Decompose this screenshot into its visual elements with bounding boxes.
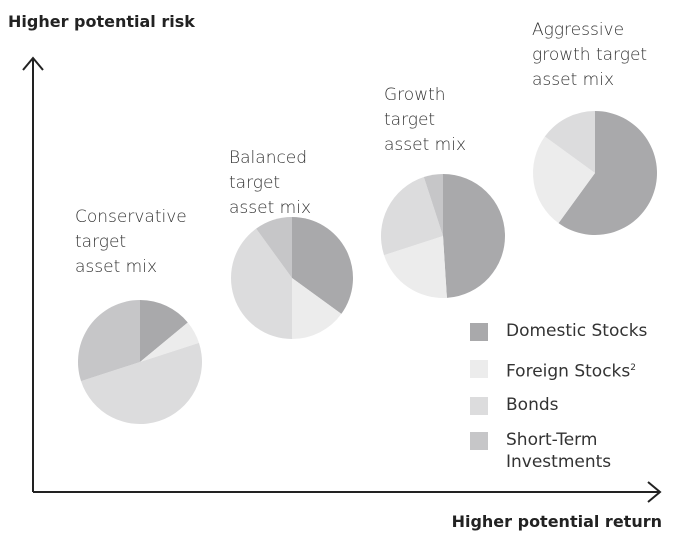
legend-swatch xyxy=(470,323,488,341)
legend-label: Bonds xyxy=(506,395,559,415)
pie-slice xyxy=(381,177,443,256)
legend-item: Foreign Stocks2 xyxy=(470,357,656,383)
pie-title: asset mix xyxy=(229,198,312,218)
pie-title: asset mix xyxy=(75,257,158,277)
pie-slice xyxy=(443,174,505,298)
pie-title: asset mix xyxy=(384,135,467,155)
y-arrow xyxy=(22,56,44,71)
x-axis-label: Higher potential return xyxy=(451,512,662,531)
legend-label: Domestic Stocks xyxy=(506,321,648,341)
footnote-mark: 2 xyxy=(630,363,636,373)
pie-slice xyxy=(423,174,443,236)
legend-swatch xyxy=(470,360,488,378)
pie-title: Aggressive xyxy=(532,20,625,40)
pie-title: Growth xyxy=(384,85,446,105)
pie-slice xyxy=(140,322,199,362)
x-arrow xyxy=(647,481,662,503)
pie-slice xyxy=(256,217,292,278)
pie-slice xyxy=(77,300,140,382)
pie-title: target xyxy=(229,173,281,193)
legend-item: Short-Term Investments xyxy=(470,429,656,473)
pie-slice xyxy=(558,111,657,235)
pie-title: asset mix xyxy=(532,70,615,90)
pie-title: growth target xyxy=(532,45,648,65)
legend-swatch xyxy=(470,432,488,450)
pie-title: target xyxy=(384,110,436,130)
legend-item: Bonds xyxy=(470,394,656,416)
pie-slice xyxy=(140,300,188,362)
pie-slice xyxy=(292,278,342,339)
pie-slice xyxy=(81,342,203,424)
pie-slice xyxy=(544,111,595,173)
y-axis-label: Higher potential risk xyxy=(8,12,195,31)
pie-slice xyxy=(533,136,595,224)
legend-swatch xyxy=(470,397,488,415)
legend-label: Short-Term Investments xyxy=(506,430,612,472)
pie-slice xyxy=(384,236,447,298)
pie-slice xyxy=(231,228,292,339)
pie-title: Balanced xyxy=(229,148,308,168)
pie-slice xyxy=(292,217,353,314)
pie-title: Conservative xyxy=(75,207,187,227)
legend-item: Domestic Stocks xyxy=(470,320,656,342)
pie-title: target xyxy=(75,232,127,252)
legend-label: Foreign Stocks xyxy=(506,361,631,382)
